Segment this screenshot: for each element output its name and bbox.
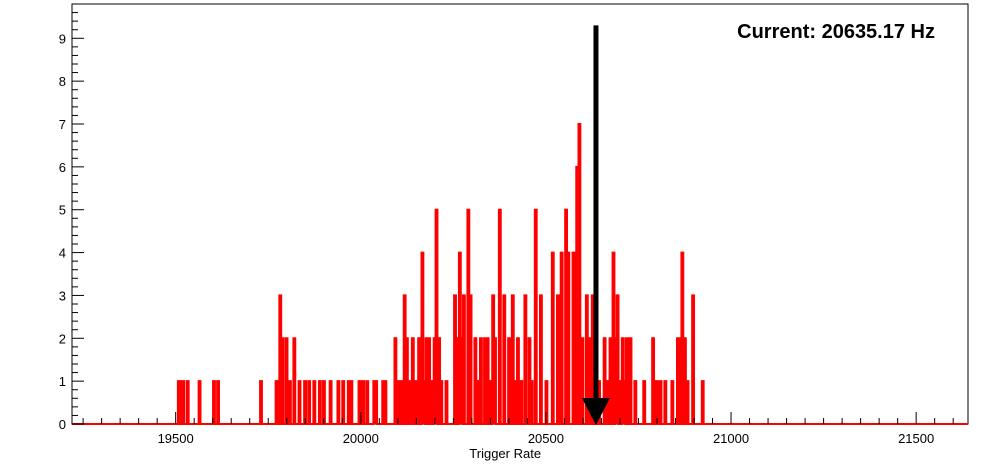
x-tick-label: 21500	[898, 431, 934, 446]
y-tick-label: 5	[59, 203, 66, 218]
y-tick-label: 4	[59, 246, 66, 261]
x-tick-label: 21000	[713, 431, 749, 446]
current-rate-arrow-head	[581, 398, 610, 425]
y-tick-label: 7	[59, 117, 66, 132]
x-tick-label: 19500	[158, 431, 194, 446]
x-tick-label: 20500	[528, 431, 564, 446]
x-axis-title: Trigger Rate	[469, 446, 541, 461]
y-tick-label: 8	[59, 74, 66, 89]
y-tick-label: 1	[59, 374, 66, 389]
plot-frame	[71, 3, 969, 425]
current-rate-label: Current: 20635.17 Hz	[737, 21, 935, 43]
y-tick-label: 9	[59, 31, 66, 46]
y-tick-label: 2	[59, 331, 66, 346]
y-tick-label: 0	[59, 417, 66, 432]
x-tick-label: 20000	[343, 431, 379, 446]
histogram-series-line	[72, 123, 968, 425]
y-tick-label: 6	[59, 160, 66, 175]
y-tick-label: 3	[59, 288, 66, 303]
